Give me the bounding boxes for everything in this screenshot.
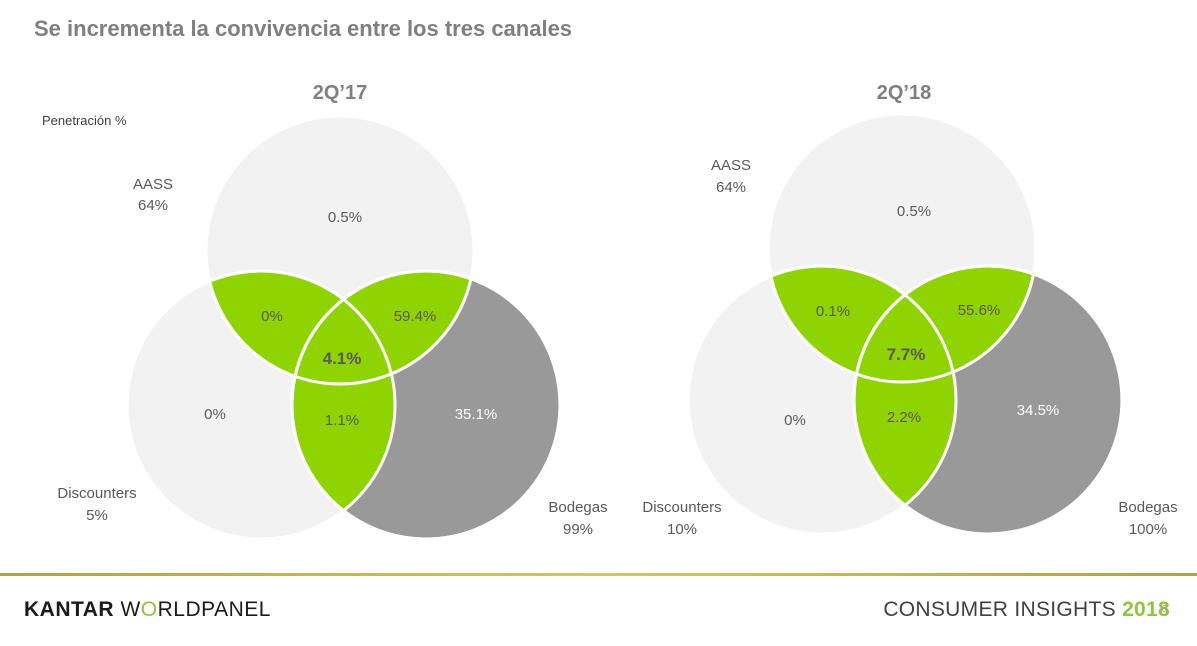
overlap-all-three [852,266,956,382]
region-aass-bodegas: 55.6% [958,302,1001,319]
region-bodegas-only: 35.1% [455,406,498,423]
label-discounters-pct: 10% [667,521,697,538]
region-discounters-only: 0% [204,406,226,423]
region-discounters-bodegas: 2.2% [887,409,921,426]
label-aass-pct: 64% [716,179,746,196]
footer-divider [0,573,1197,576]
logo-worldpanel: WORLDPANEL [120,598,271,621]
label-discounters-pct: 5% [86,507,108,524]
label-bodegas-pct: 100% [1129,521,1167,538]
region-aass-only: 0.5% [897,203,931,220]
kantar-worldpanel-logo: KANTAR WORLDPANEL [24,598,271,622]
logo-kantar: KANTAR [24,598,115,621]
label-discounters-name: Discounters [642,499,721,516]
label-bodegas-name: Bodegas [548,499,607,516]
slide-title: Se incrementa la convivencia entre los t… [34,16,573,41]
region-aass-discounters: 0.1% [816,303,850,320]
overlap-all-three [290,271,395,384]
region-aass-only: 0.5% [328,209,362,226]
penetration-label: Penetración % [42,113,127,128]
region-aass-discounters: 0% [261,308,283,325]
label-aass-name: AASS [711,157,751,174]
region-discounters-bodegas: 1.1% [325,412,359,429]
venn-2q18: 2Q’18 0.5% 0% 34.5% 0.1% 55.6% 2.2% 7.7%… [642,82,1177,538]
period-title: 2Q’17 [313,82,367,104]
insights-year: 2018 [1122,598,1170,621]
consumer-insights-label: CONSUMER INSIGHTS 2018 [883,598,1170,622]
region-aass-bodegas: 59.4% [394,308,437,325]
label-bodegas-pct: 99% [563,521,593,538]
label-aass-name: AASS [133,176,173,193]
label-bodegas-name: Bodegas [1118,499,1177,516]
page-number: 6 [1161,604,1167,615]
label-discounters-name: Discounters [57,485,136,502]
label-aass-pct: 64% [138,197,168,214]
region-all-three: 7.7% [887,345,926,364]
region-discounters-only: 0% [784,412,806,429]
region-bodegas-only: 34.5% [1017,402,1060,419]
region-all-three: 4.1% [323,349,362,368]
insights-text: CONSUMER INSIGHTS [883,598,1116,621]
period-title: 2Q’18 [877,82,931,104]
venn-2q17: 2Q’17 0.5% 0% 35.1% 0% 59.4% 1.1% 4.1% A… [57,82,608,541]
